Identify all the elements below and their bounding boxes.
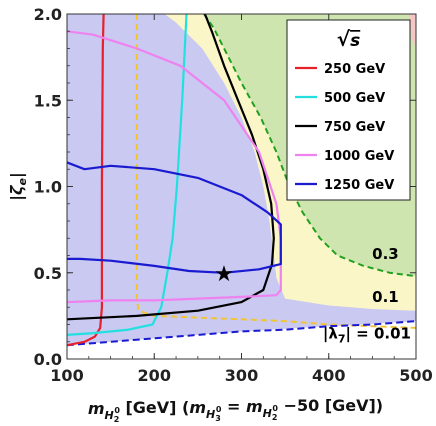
axes: 100 200 300 400 500 0.0 0.5 1.0 1.5 2.0 mH20 [GeV]… xyxy=(7,5,433,424)
y-tick-label: 0.0 xyxy=(34,350,62,369)
legend-entry-label: 750 GeV xyxy=(324,120,385,135)
x-tick-label: 100 xyxy=(50,366,83,385)
boundary-yellow-dashed xyxy=(135,14,416,329)
x-tick-label: 500 xyxy=(399,366,432,385)
legend-entry-label: 500 GeV xyxy=(324,91,385,106)
benchmark-star: ★ xyxy=(214,262,234,287)
legend-box xyxy=(286,19,411,201)
legend-title: √s xyxy=(337,27,360,51)
region-label: 0.1 xyxy=(372,288,399,306)
lambda-label: |λ7| = 0.01 xyxy=(323,324,411,345)
x-axis-label: mH20 [GeV] (mH30 = mH20 −50 [GeV]) xyxy=(88,396,383,424)
legend-entry-label: 1000 GeV xyxy=(324,149,394,164)
series-line-750-gev xyxy=(67,14,275,321)
series-line-500-gev xyxy=(67,14,188,336)
region-pink xyxy=(409,14,416,49)
boundary-blue-dashed xyxy=(67,320,416,347)
legend-entry-label: 250 GeV xyxy=(324,62,385,77)
x-tick-label: 300 xyxy=(225,366,258,385)
y-tick-label: 1.0 xyxy=(34,178,62,197)
x-tick-label: 400 xyxy=(312,366,345,385)
x-tick-label: 200 xyxy=(138,366,171,385)
y-axis-label: |ζe| xyxy=(7,172,29,201)
y-tick-label: 2.0 xyxy=(34,5,62,24)
legend: √s 250 GeV 500 GeV 750 GeV 1000 GeV 1250 GeV xyxy=(286,19,411,201)
y-tick-label: 1.5 xyxy=(34,91,62,110)
region-label: 0.3 xyxy=(372,245,399,263)
series-line-1250-gev xyxy=(67,161,282,274)
y-tick-label: 0.5 xyxy=(34,264,62,283)
legend-entry-label: 1250 GeV xyxy=(324,178,394,193)
